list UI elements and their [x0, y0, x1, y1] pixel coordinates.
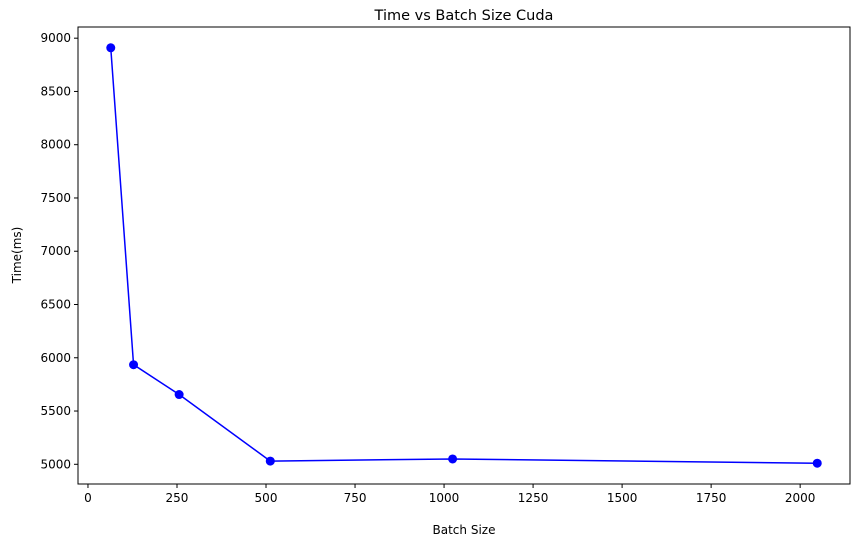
x-tick-label: 500: [255, 491, 278, 505]
x-tick-label: 0: [84, 491, 92, 505]
data-point: [812, 458, 822, 468]
y-tick-label: 8500: [40, 84, 71, 98]
x-axis-label: Batch Size: [433, 523, 496, 537]
y-tick-label: 7000: [40, 244, 71, 258]
y-tick-label: 6500: [40, 298, 71, 312]
y-tick-label: 7500: [40, 191, 71, 205]
x-tick-label: 2000: [785, 491, 816, 505]
y-axis-ticks: 5000 5500 6000 6500 7000 7500 8000 8500 9000: [40, 31, 78, 471]
y-axis-label: Time(ms): [10, 227, 24, 285]
data-point: [174, 390, 184, 400]
x-tick-label: 250: [166, 491, 189, 505]
chart-title: Time vs Batch Size Cuda: [374, 8, 554, 24]
x-tick-label: 1500: [607, 491, 638, 505]
y-tick-label: 9000: [40, 31, 71, 45]
y-tick-label: 6000: [40, 351, 71, 365]
x-tick-label: 750: [344, 491, 367, 505]
series-line: [110, 47, 818, 464]
plot-area-background: [78, 27, 850, 484]
x-tick-label: 1000: [429, 491, 460, 505]
series-layer: [106, 43, 822, 468]
data-point: [265, 456, 275, 466]
x-axis-ticks: 0 250 500 750 1000 1250 1500 1750 2000: [84, 484, 815, 505]
y-tick-label: 5000: [40, 457, 71, 471]
data-point: [129, 360, 139, 370]
data-point: [448, 454, 458, 464]
x-tick-label: 1250: [518, 491, 549, 505]
x-tick-label: 1750: [696, 491, 727, 505]
plot-frame: [77, 26, 851, 485]
y-tick-label: 8000: [40, 138, 71, 152]
data-point: [106, 43, 116, 53]
y-tick-label: 5500: [40, 404, 71, 418]
